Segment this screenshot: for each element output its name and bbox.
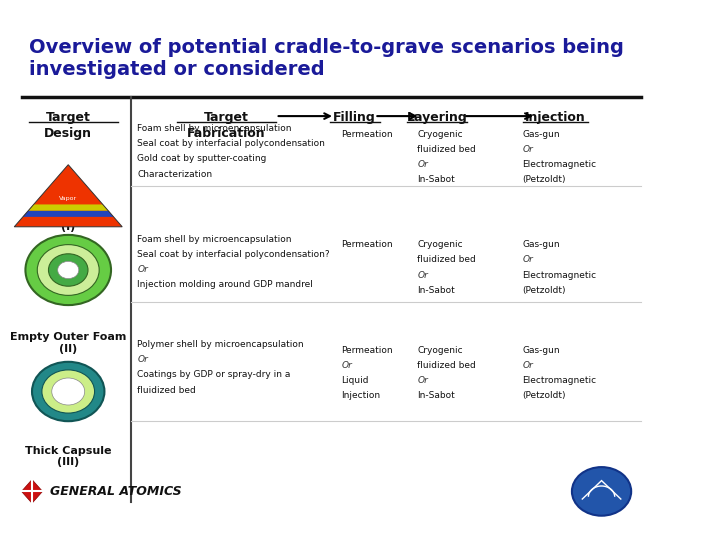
Text: Permeation: Permeation <box>341 240 393 249</box>
Text: fluidized bed: fluidized bed <box>417 145 476 154</box>
Text: Injection molding around GDP mandrel: Injection molding around GDP mandrel <box>138 280 313 289</box>
Text: Cryogenic: Cryogenic <box>417 346 463 355</box>
Circle shape <box>58 261 78 279</box>
Text: Or: Or <box>417 271 428 280</box>
Text: (Petzoldt): (Petzoldt) <box>523 286 566 295</box>
Text: Or: Or <box>523 145 534 154</box>
Text: Permeation: Permeation <box>341 130 393 139</box>
Text: Or: Or <box>138 355 148 364</box>
Circle shape <box>32 362 104 421</box>
Text: Layering: Layering <box>407 111 467 124</box>
Circle shape <box>48 254 88 286</box>
Text: Gold coat by sputter-coating: Gold coat by sputter-coating <box>138 154 266 164</box>
Text: Thick Capsule
(III): Thick Capsule (III) <box>25 446 112 467</box>
Text: Seal coat by interfacial polycondensation?: Seal coat by interfacial polycondensatio… <box>138 250 330 259</box>
Text: (Petzoldt): (Petzoldt) <box>523 391 566 400</box>
Text: GENERAL ATOMICS: GENERAL ATOMICS <box>50 485 181 498</box>
Text: Coatings by GDP or spray-dry in a: Coatings by GDP or spray-dry in a <box>138 370 291 380</box>
Text: In-Sabot: In-Sabot <box>417 175 455 184</box>
Circle shape <box>52 378 85 405</box>
Text: Or: Or <box>523 255 534 265</box>
Text: (Petzoldt): (Petzoldt) <box>523 175 566 184</box>
Text: Target
Design: Target Design <box>44 111 92 140</box>
Text: fluidized bed: fluidized bed <box>417 361 476 370</box>
Circle shape <box>572 467 631 516</box>
Text: fluidized bed: fluidized bed <box>138 386 196 395</box>
Text: fluidized bed: fluidized bed <box>417 255 476 265</box>
Text: Gas-gun: Gas-gun <box>523 346 560 355</box>
Text: Or: Or <box>523 361 534 370</box>
Text: Polymer shell by microencapsulation: Polymer shell by microencapsulation <box>138 340 304 349</box>
Text: Cryogenic: Cryogenic <box>417 240 463 249</box>
Text: Rad. Preheat
(I): Rad. Preheat (I) <box>27 211 109 232</box>
Text: Overview of potential cradle-to-grave scenarios being
investigated or considered: Overview of potential cradle-to-grave sc… <box>29 38 624 79</box>
Text: Cryogenic: Cryogenic <box>417 130 463 139</box>
Text: Gas-gun: Gas-gun <box>523 240 560 249</box>
Circle shape <box>42 370 94 413</box>
Text: Gas-gun: Gas-gun <box>523 130 560 139</box>
Text: Electromagnetic: Electromagnetic <box>523 271 597 280</box>
Text: In-Sabot: In-Sabot <box>417 391 455 400</box>
Text: Or: Or <box>341 361 352 370</box>
Polygon shape <box>28 205 108 211</box>
Polygon shape <box>14 165 122 227</box>
Text: Characterization: Characterization <box>138 170 212 179</box>
Text: Or: Or <box>417 376 428 385</box>
Text: Injection: Injection <box>341 391 381 400</box>
Text: In-Sabot: In-Sabot <box>417 286 455 295</box>
Text: Empty Outer Foam
(II): Empty Outer Foam (II) <box>10 332 127 354</box>
Circle shape <box>25 235 111 305</box>
Text: Or: Or <box>138 265 148 274</box>
Text: Electromagnetic: Electromagnetic <box>523 376 597 385</box>
Text: Foam shell by microencapsulation: Foam shell by microencapsulation <box>138 235 292 244</box>
Text: Permeation: Permeation <box>341 346 393 355</box>
Text: Filling: Filling <box>333 111 376 124</box>
Text: Electromagnetic: Electromagnetic <box>523 160 597 169</box>
Circle shape <box>37 245 99 295</box>
Text: Foam shell by microencapsulation: Foam shell by microencapsulation <box>138 124 292 133</box>
Polygon shape <box>22 480 42 503</box>
Text: Or: Or <box>417 160 428 169</box>
Text: Injection: Injection <box>525 111 586 124</box>
Text: Liquid: Liquid <box>341 376 369 385</box>
Polygon shape <box>23 211 114 217</box>
Text: Seal coat by interfacial polycondensation: Seal coat by interfacial polycondensatio… <box>138 139 325 148</box>
Text: Target
Fabrication: Target Fabrication <box>187 111 266 140</box>
Text: Vapor: Vapor <box>59 197 77 201</box>
